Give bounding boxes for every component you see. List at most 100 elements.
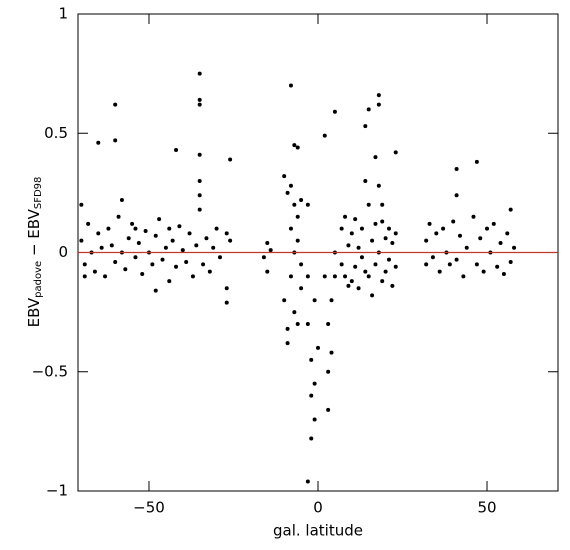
point	[167, 226, 172, 231]
point	[326, 407, 331, 412]
point	[224, 286, 229, 291]
point	[343, 214, 348, 219]
point	[461, 274, 466, 279]
point	[265, 240, 270, 245]
point	[353, 264, 358, 269]
point	[512, 245, 517, 250]
point	[312, 417, 317, 422]
point	[363, 269, 368, 274]
point	[366, 107, 371, 112]
point	[478, 236, 483, 241]
point	[167, 279, 172, 284]
y-label-sub: SFD98	[33, 177, 44, 210]
y-label-sub: padove	[33, 261, 44, 298]
point	[79, 238, 84, 243]
point	[505, 231, 510, 236]
point	[481, 269, 486, 274]
point	[228, 238, 233, 243]
point	[370, 293, 375, 298]
point	[153, 233, 158, 238]
point	[292, 143, 297, 148]
point	[363, 178, 368, 183]
point	[207, 269, 212, 274]
point	[126, 236, 131, 241]
point	[96, 140, 101, 145]
point	[116, 214, 121, 219]
point	[430, 255, 435, 260]
y-tick-label: 0.5	[44, 124, 68, 142]
point	[376, 102, 381, 107]
y-label-part: EBV	[25, 208, 43, 238]
point	[123, 267, 128, 272]
point	[86, 221, 91, 226]
point	[197, 207, 202, 212]
point	[288, 183, 293, 188]
point	[424, 238, 429, 243]
point	[197, 97, 202, 102]
point	[211, 245, 216, 250]
point	[187, 231, 192, 236]
point	[390, 283, 395, 288]
point	[309, 436, 314, 441]
point	[356, 286, 361, 291]
point	[261, 255, 266, 260]
point	[288, 274, 293, 279]
point	[508, 207, 513, 212]
point	[393, 150, 398, 155]
point	[228, 157, 233, 162]
point	[106, 226, 111, 231]
point	[282, 174, 287, 179]
point	[197, 102, 202, 107]
point	[312, 381, 317, 386]
point	[103, 274, 108, 279]
point	[474, 262, 479, 267]
point	[349, 279, 354, 284]
point	[197, 178, 202, 183]
point	[197, 152, 202, 157]
point	[214, 226, 219, 231]
point	[464, 245, 469, 250]
point	[386, 226, 391, 231]
point	[329, 350, 334, 355]
point	[454, 193, 459, 198]
point	[312, 298, 317, 303]
point	[390, 240, 395, 245]
point	[109, 243, 114, 248]
y-tick-label: 1	[58, 5, 68, 23]
point	[343, 274, 348, 279]
y-tick-label: 0	[58, 243, 68, 261]
point	[363, 124, 368, 129]
point	[174, 147, 179, 152]
point	[309, 393, 314, 398]
point	[305, 479, 310, 484]
point	[295, 145, 300, 150]
point	[386, 257, 391, 262]
point	[133, 226, 138, 231]
point	[471, 214, 476, 219]
point	[136, 240, 141, 245]
point	[130, 221, 135, 226]
point	[373, 221, 378, 226]
point	[224, 231, 229, 236]
point	[201, 262, 206, 267]
y-axis-label: EBVpadove − EBVSFD98	[25, 177, 45, 328]
point	[305, 202, 310, 207]
point	[288, 226, 293, 231]
point	[295, 238, 300, 243]
point	[153, 288, 158, 293]
point	[393, 231, 398, 236]
point	[474, 159, 479, 164]
point	[380, 202, 385, 207]
point	[380, 279, 385, 284]
point	[285, 341, 290, 346]
point	[224, 300, 229, 305]
y-label-part: −	[25, 239, 43, 261]
point	[133, 255, 138, 260]
point	[383, 269, 388, 274]
point	[495, 264, 500, 269]
point	[349, 231, 354, 236]
point	[113, 260, 118, 265]
point	[326, 369, 331, 374]
point	[380, 219, 385, 224]
x-tick-label: 0	[313, 499, 323, 517]
